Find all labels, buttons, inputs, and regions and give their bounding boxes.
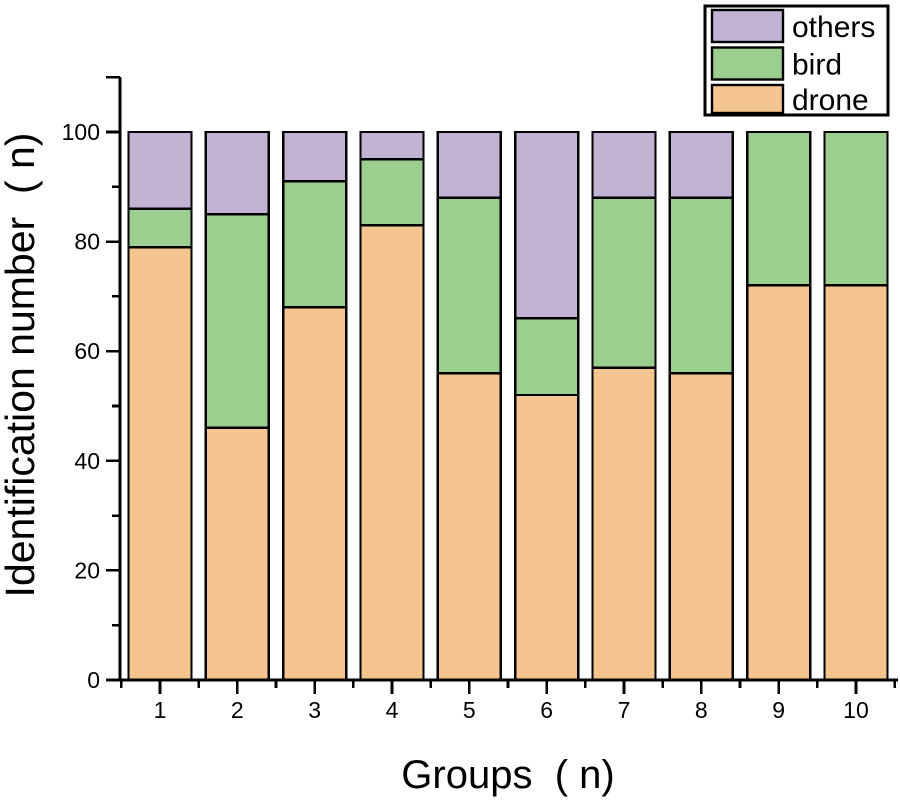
- x-tick-label-1: 1: [154, 697, 167, 723]
- bar-group8-bird: [668, 196, 734, 375]
- ticks-layer: [106, 75, 896, 694]
- y-tick-label-80: 80: [74, 229, 100, 255]
- bar-group4-bird: [359, 158, 425, 227]
- y-tick-label-60: 60: [74, 338, 100, 364]
- x-tick-label-2: 2: [231, 697, 244, 723]
- bar-group5-others: [436, 130, 502, 200]
- bar-group9-drone: [745, 284, 812, 682]
- bar-group6-others: [513, 130, 580, 320]
- legend-label-bird: bird: [792, 49, 842, 82]
- x-tick-label-4: 4: [386, 697, 399, 723]
- legend-label-others: others: [792, 11, 875, 44]
- y-tick-label-40: 40: [74, 448, 100, 474]
- x-tick-label-7: 7: [618, 697, 631, 723]
- bar-group8-others: [668, 130, 734, 200]
- bar-group2-drone: [204, 426, 271, 682]
- bar-group8-drone: [668, 371, 734, 682]
- y-axis-title: Identification number ( n): [0, 133, 43, 598]
- bar-group7-others: [591, 130, 657, 200]
- x-tick-label-9: 9: [772, 697, 785, 723]
- x-tick-label-8: 8: [695, 697, 708, 723]
- bar-group10-bird: [823, 130, 889, 287]
- bar-group6-bird: [513, 317, 580, 397]
- legend-item-drone: drone: [710, 83, 869, 117]
- y-tick-label-0: 0: [87, 667, 100, 693]
- bar-group1-drone: [127, 245, 193, 682]
- y-tick-label-20: 20: [74, 557, 100, 583]
- bar-group3-bird: [282, 180, 348, 309]
- legend-item-others: others: [710, 8, 875, 44]
- x-tick-label-5: 5: [463, 697, 476, 723]
- legend-swatch-bird: [710, 46, 785, 81]
- legend-swatch-drone: [710, 83, 785, 115]
- bar-group9-bird: [745, 130, 812, 287]
- x-tick-label-6: 6: [540, 697, 553, 723]
- bar-group7-drone: [591, 366, 657, 682]
- bar-group4-drone: [359, 223, 425, 682]
- bar-group4-others: [359, 130, 425, 161]
- legend-label-drone: drone: [792, 84, 869, 117]
- bar-group1-bird: [127, 207, 193, 249]
- bar-group5-bird: [436, 196, 502, 375]
- bar-group6-drone: [513, 393, 580, 682]
- x-tick-label-3: 3: [308, 697, 321, 723]
- tick-labels-layer: 0 20 40 60 80 100 1 2 3 4 5 6 7 8 9 10: [62, 119, 869, 723]
- y-tick-label-100: 100: [62, 119, 100, 145]
- bar-group7-bird: [591, 196, 657, 369]
- bar-group3-drone: [282, 306, 348, 682]
- bars-layer: [127, 130, 889, 682]
- bar-group1-others: [127, 130, 193, 210]
- legend-item-bird: bird: [710, 46, 842, 82]
- x-axis-title: Groups ( n): [401, 753, 614, 797]
- bar-group3-others: [282, 130, 348, 183]
- bar-group5-drone: [436, 371, 502, 682]
- legend-swatch-others: [710, 8, 785, 44]
- x-tick-label-10: 10: [843, 697, 869, 723]
- bar-group2-bird: [204, 212, 271, 430]
- bar-group10-drone: [823, 284, 889, 682]
- bar-group2-others: [204, 130, 271, 216]
- legend: others bird drone: [703, 4, 890, 117]
